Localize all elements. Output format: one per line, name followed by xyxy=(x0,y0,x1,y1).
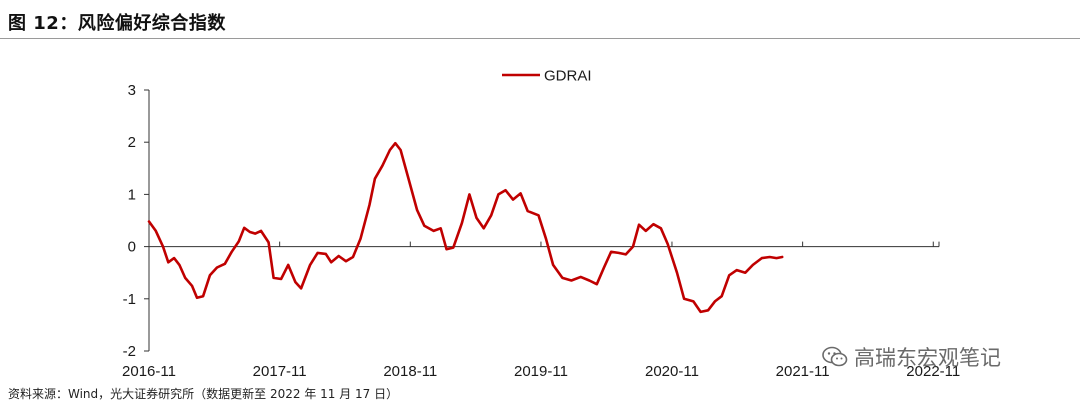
y-tick-label: -2 xyxy=(123,343,136,360)
x-tick-label: 2018-11 xyxy=(383,363,437,380)
x-tick-label: 2017-11 xyxy=(253,363,307,380)
y-tick-label: 0 xyxy=(128,239,136,256)
y-tick-label: 1 xyxy=(128,186,136,203)
x-tick-label: 2022-11 xyxy=(906,363,960,380)
y-tick-label: 2 xyxy=(128,134,136,151)
x-axis: 2016-11 2017-11 2018-11 2019-11 2020-11 2021-… xyxy=(122,241,960,380)
watermark-text: 高瑞东宏观笔记 xyxy=(854,346,1001,370)
legend-label: GDRAI xyxy=(544,68,592,85)
wechat-icon xyxy=(822,346,848,367)
y-axis: -2 -1 0 1 2 3 xyxy=(123,82,150,360)
legend: GDRAI xyxy=(502,68,592,85)
title-divider xyxy=(0,38,1080,39)
series-line-gdrai xyxy=(147,141,784,314)
figure-title: 图 12：风险偏好综合指数 xyxy=(8,13,226,34)
y-tick-label: -1 xyxy=(123,291,136,308)
source-note: 资料来源：Wind，光大证券研究所（数据更新至 2022 年 11 月 17 日… xyxy=(8,387,399,401)
series-layer xyxy=(147,141,784,314)
x-tick-label: 2016-11 xyxy=(122,363,176,380)
x-tick-label: 2019-11 xyxy=(514,363,568,380)
x-tick-label: 2021-11 xyxy=(776,363,830,380)
y-tick-label: 3 xyxy=(128,82,136,99)
x-tick-label: 2020-11 xyxy=(645,363,699,380)
line-chart: -2 -1 0 1 2 3 2016-11 2017-11 2018-11 2019-11 202… xyxy=(122,68,960,381)
watermark: 高瑞东宏观笔记 xyxy=(822,342,1001,372)
